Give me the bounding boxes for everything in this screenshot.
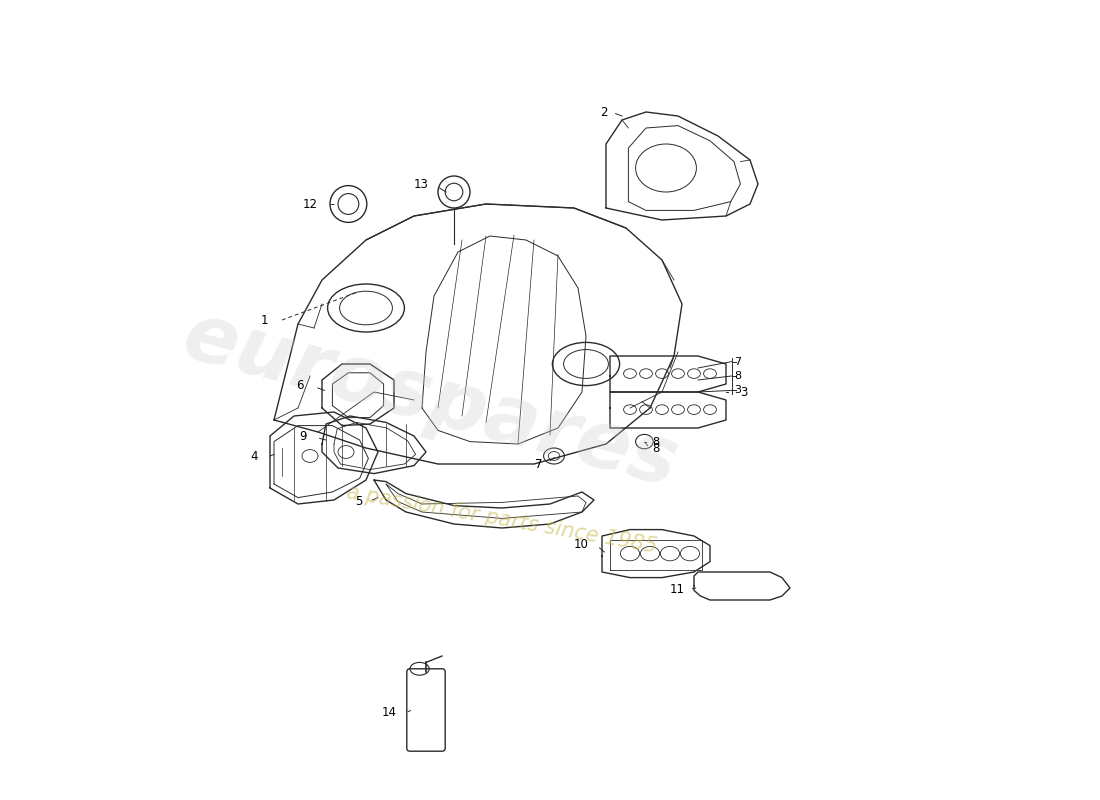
Text: 9: 9 [299, 430, 307, 442]
Text: 6: 6 [296, 379, 304, 392]
Text: 2: 2 [601, 106, 607, 118]
Text: 10: 10 [573, 538, 588, 550]
FancyBboxPatch shape [407, 669, 446, 751]
Text: a passion for parts since 1985: a passion for parts since 1985 [345, 483, 659, 557]
Text: 3: 3 [740, 386, 748, 398]
Text: 4: 4 [251, 450, 258, 462]
Text: 14: 14 [382, 706, 396, 718]
Text: eurospares: eurospares [174, 297, 686, 503]
Text: 8: 8 [652, 437, 660, 446]
Text: 11: 11 [670, 583, 684, 596]
Text: 8: 8 [734, 371, 741, 381]
Text: 5: 5 [354, 495, 362, 508]
Circle shape [438, 176, 470, 208]
Text: 13: 13 [414, 178, 428, 190]
Text: 7: 7 [734, 357, 741, 366]
Text: 7: 7 [535, 458, 542, 470]
Text: 1: 1 [261, 314, 268, 326]
Circle shape [330, 186, 366, 222]
Text: 12: 12 [302, 198, 318, 210]
Text: 8: 8 [652, 442, 660, 454]
Text: 3: 3 [734, 386, 741, 395]
